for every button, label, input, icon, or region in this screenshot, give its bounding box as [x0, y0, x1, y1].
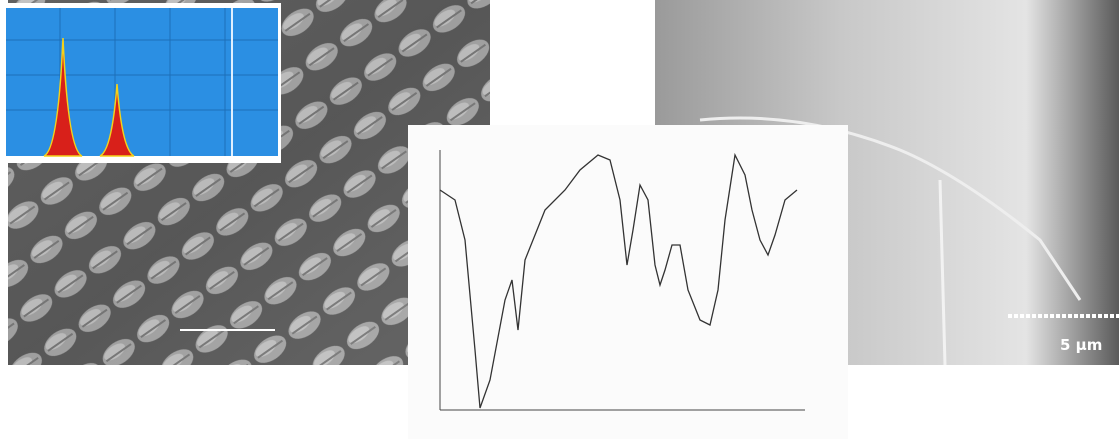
- ftir-spectrum: [408, 125, 848, 439]
- scale-bar-label: 5 μm: [1060, 336, 1102, 354]
- eds-inset: [3, 3, 281, 163]
